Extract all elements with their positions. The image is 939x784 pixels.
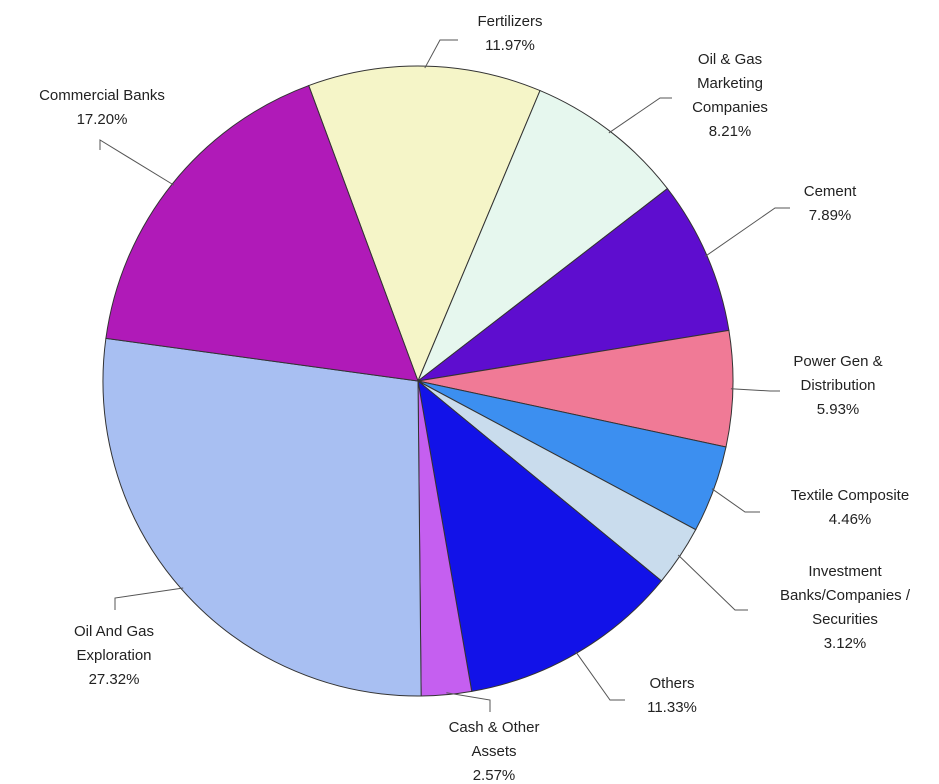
slice-name: Textile Composite: [790, 487, 910, 504]
leader-line: [730, 388, 780, 392]
slice-label: Oil And Gas Exploration 27.32%: [59, 620, 169, 692]
leader-line: [575, 651, 625, 701]
leader-line: [99, 139, 175, 186]
slice-value: 7.89%: [808, 207, 852, 224]
leader-line: [424, 39, 458, 69]
slice-value: 3.12%: [823, 635, 867, 652]
slice-label: Investment Banks/Companies / Securities 3…: [770, 560, 920, 656]
slice-name: Others: [649, 675, 695, 692]
slice-value: 4.46%: [828, 511, 872, 528]
leader-line: [114, 587, 184, 610]
slice-value: 27.32%: [88, 671, 140, 688]
pie-slice: [102, 337, 422, 697]
slice-name: Investment Banks/Companies / Securities: [779, 563, 911, 628]
slice-label: Cement 7.89%: [770, 180, 890, 228]
slice-label: Others 11.33%: [612, 672, 732, 720]
slice-label: Cash & Other Assets 2.57%: [434, 716, 554, 784]
slice-value: 8.21%: [708, 123, 752, 140]
slice-name: Fertilizers: [477, 13, 543, 30]
pie-slice: [416, 89, 669, 383]
slice-value: 11.33%: [647, 699, 697, 716]
slice-label: Power Gen & Distribution 5.93%: [778, 350, 898, 422]
slice-value: 5.93%: [816, 401, 860, 418]
slice-label: Textile Composite 4.46%: [760, 484, 939, 532]
leader-line: [677, 554, 748, 611]
slice-name: Cash & Other Assets: [448, 719, 540, 760]
slice-value: 11.97%: [485, 37, 535, 54]
slice-value: 17.20%: [76, 111, 128, 128]
slice-label: Fertilizers 11.97%: [450, 10, 570, 58]
slice-label: Commercial Banks 17.20%: [2, 84, 202, 132]
leader-line: [608, 97, 672, 134]
slice-name: Oil & Gas Marketing Companies: [692, 51, 768, 116]
slice-name: Power Gen & Distribution: [793, 353, 883, 394]
slice-name: Oil And Gas Exploration: [73, 623, 155, 664]
leader-line: [704, 207, 790, 257]
slice-name: Cement: [803, 183, 857, 200]
slice-name: Commercial Banks: [39, 87, 165, 104]
slice-label: Oil & Gas Marketing Companies 8.21%: [675, 48, 785, 144]
leader-line: [711, 488, 760, 513]
leader-line: [446, 692, 491, 712]
pie-slice: [308, 65, 541, 383]
slice-value: 2.57%: [472, 767, 516, 784]
